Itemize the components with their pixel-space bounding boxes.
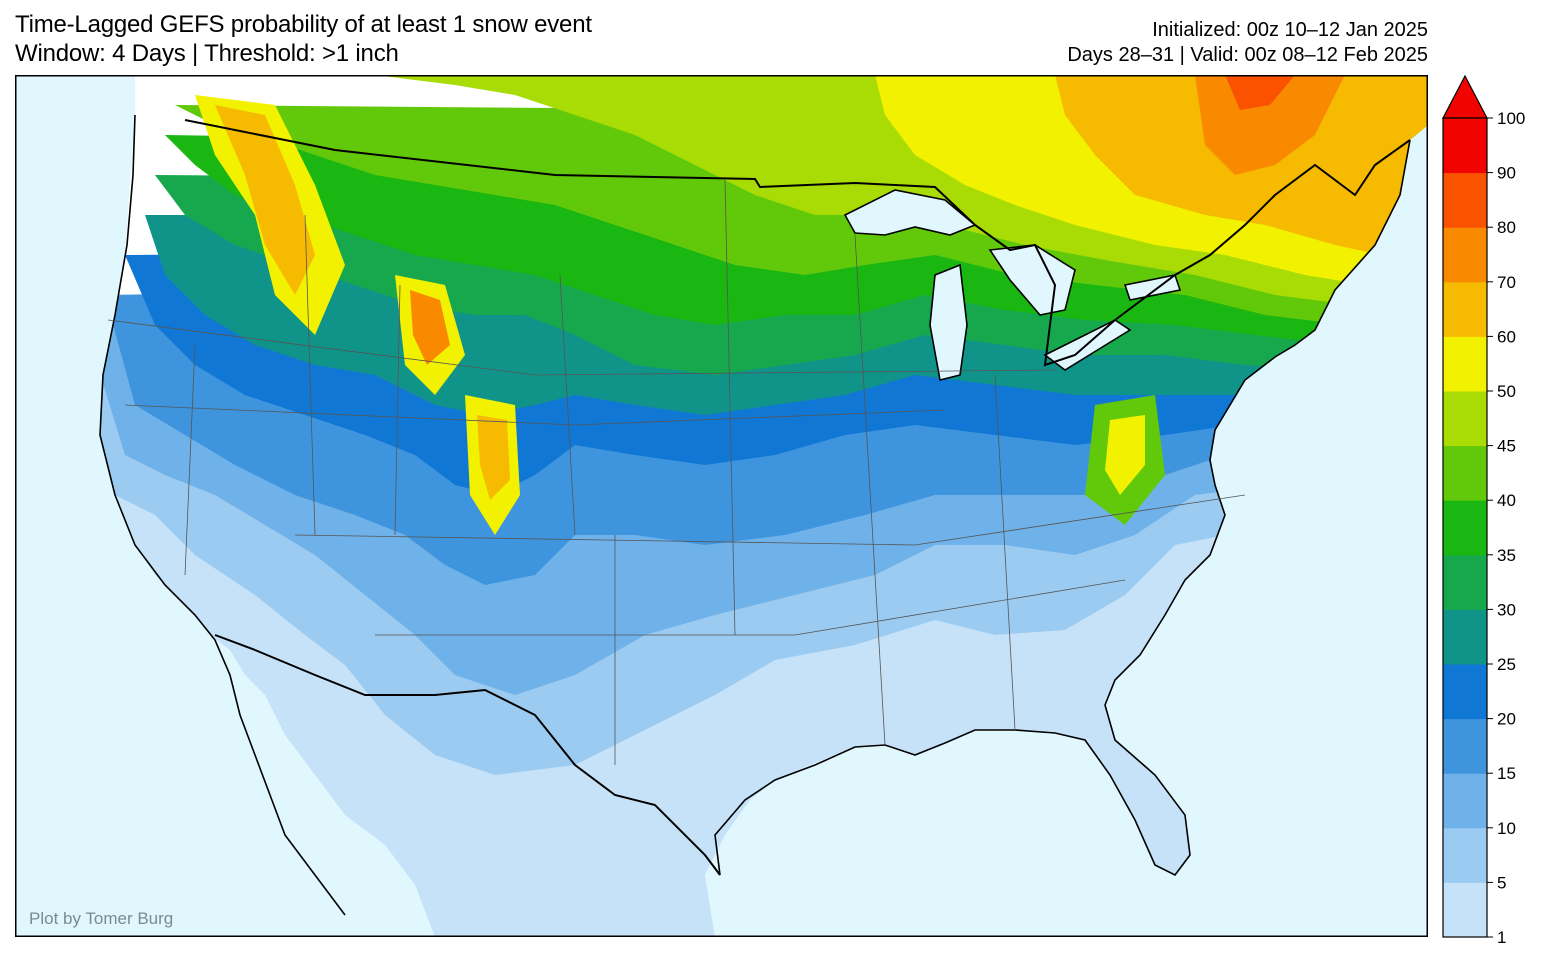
- boundaries: [99, 114, 1411, 916]
- colorbar-tick-label: 15: [1497, 764, 1516, 783]
- colorbar-swatch: [1443, 882, 1487, 938]
- colorbar-swatch: [1443, 118, 1487, 174]
- run-info: Initialized: 00z 10–12 Jan 2025 Days 28–…: [1067, 18, 1428, 68]
- colorbar-swatch: [1443, 664, 1487, 720]
- probability-map: Plot by Tomer Burg: [15, 75, 1428, 937]
- colorbar-swatch: [1443, 827, 1487, 883]
- colorbar-border: [1442, 117, 1488, 938]
- colorbar-swatch: [1443, 281, 1487, 337]
- colorbar-tick-label: 80: [1497, 218, 1516, 237]
- colorbar-tick-label: 40: [1497, 491, 1516, 510]
- colorbar-tick-label: 50: [1497, 382, 1516, 401]
- band-70: [1195, 75, 1345, 175]
- state-lines: [107, 179, 1246, 765]
- colorbar-extend-arrow: [1442, 74, 1488, 119]
- colorado-maxima-core: [477, 415, 510, 500]
- colorbar-tick-label: 10: [1497, 819, 1516, 838]
- colorbar-swatch: [1443, 609, 1487, 665]
- colorbar-swatch: [1443, 227, 1487, 283]
- title-block: Time-Lagged GEFS probability of at least…: [15, 10, 592, 68]
- colorbar-tick-label: 100: [1497, 109, 1525, 128]
- land-fill: [100, 75, 1428, 937]
- colorbar-swatch: [1443, 172, 1487, 228]
- lake-michigan: [929, 263, 968, 381]
- colorbar-tick-label: 60: [1497, 327, 1516, 346]
- valid-label: Days 28–31 | Valid: 00z 08–12 Feb 2025: [1067, 44, 1428, 66]
- us-canada-border: [184, 119, 1411, 367]
- colorbar-tick-label: 70: [1497, 273, 1516, 292]
- map-title: Time-Lagged GEFS probability of at least…: [15, 11, 592, 38]
- band-80: [1225, 75, 1295, 110]
- appalachian-maxima-core: [1105, 415, 1145, 495]
- colorbar-tick-label: 90: [1497, 164, 1516, 183]
- colorbar-swatch: [1443, 718, 1487, 774]
- map-subtitle: Window: 4 Days | Threshold: >1 inch: [15, 40, 399, 67]
- west-maxima-core: [215, 105, 315, 295]
- lake-superior: [843, 189, 977, 236]
- initialized-label: Initialized: 00z 10–12 Jan 2025: [1152, 19, 1428, 41]
- colorbar-swatch: [1443, 391, 1487, 447]
- colorbar-swatch: [1443, 336, 1487, 392]
- coastline-west: [99, 114, 346, 916]
- colorbar-tick-label: 20: [1497, 710, 1516, 729]
- colorbar-tick-label: 1: [1497, 928, 1506, 947]
- colorbar-swatch: [1443, 554, 1487, 610]
- us-mexico-border: [214, 634, 721, 876]
- colorbar-tick-label: 25: [1497, 655, 1516, 674]
- colorbar-swatch: [1443, 773, 1487, 829]
- colorbar-tick-label: 35: [1497, 546, 1516, 565]
- colorbar-tick-label: 45: [1497, 437, 1516, 456]
- colorbar-tick-label: 30: [1497, 600, 1516, 619]
- colorbar-tick-label: 5: [1497, 873, 1506, 892]
- plot-credit: Plot by Tomer Burg: [29, 909, 173, 928]
- map-border: [15, 75, 1428, 937]
- colorbar-swatch: [1443, 445, 1487, 501]
- colorbar-swatch: [1443, 500, 1487, 556]
- rockies-maxima-core: [410, 290, 450, 365]
- coastline-gulf: [714, 139, 1411, 877]
